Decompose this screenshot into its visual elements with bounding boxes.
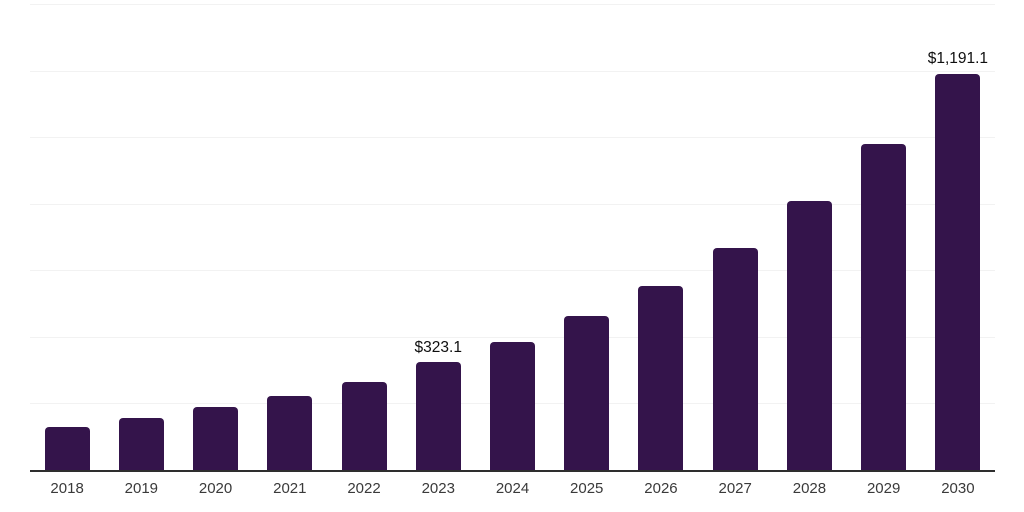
x-tick-label-2024: 2024 — [495, 480, 530, 497]
bar-2022 — [341, 381, 387, 470]
x-tick-label-2018: 2018 — [50, 480, 84, 497]
gridline — [30, 270, 995, 272]
bar-2029 — [861, 144, 907, 470]
bar-2023 — [415, 362, 461, 470]
bar-2025 — [564, 315, 610, 470]
x-tick-label-2023: 2023 — [421, 480, 455, 497]
gridline — [30, 4, 995, 5]
x-tick-label-2021: 2021 — [273, 480, 307, 497]
gridline — [30, 70, 995, 72]
bar-2019 — [118, 418, 164, 470]
x-axis: 2018 2019 2020 2021 2022 2023 2024 2025 2026 2027… — [30, 480, 995, 506]
x-tick-label-2019: 2019 — [124, 480, 159, 497]
bar-2028 — [786, 200, 832, 470]
x-tick-label-2025: 2025 — [570, 480, 604, 497]
x-tick-label-2029: 2029 — [866, 480, 901, 497]
bar-2021 — [267, 396, 313, 470]
bar-value-label-2023: $323.1 — [414, 338, 462, 356]
gridline — [30, 137, 995, 139]
plot-area: $323.1 $1,191.1 — [30, 4, 995, 472]
bar-2024 — [490, 341, 535, 470]
bar-value-label-2030: $1,191.1 — [927, 50, 989, 68]
x-tick-label-2020: 2020 — [198, 480, 233, 497]
x-tick-label-2028: 2028 — [792, 480, 827, 497]
gridline — [30, 203, 995, 205]
bar-2030 — [935, 73, 981, 470]
x-tick-label-2030: 2030 — [941, 480, 975, 497]
x-tick-label-2027: 2027 — [718, 480, 752, 497]
x-tick-label-2022: 2022 — [347, 480, 381, 497]
x-tick-label-2026: 2026 — [644, 480, 678, 497]
gridline — [30, 336, 995, 338]
bar-2018 — [44, 426, 90, 470]
bar-2020 — [193, 407, 239, 470]
bar-2027 — [712, 248, 758, 470]
bar-2026 — [638, 285, 684, 470]
